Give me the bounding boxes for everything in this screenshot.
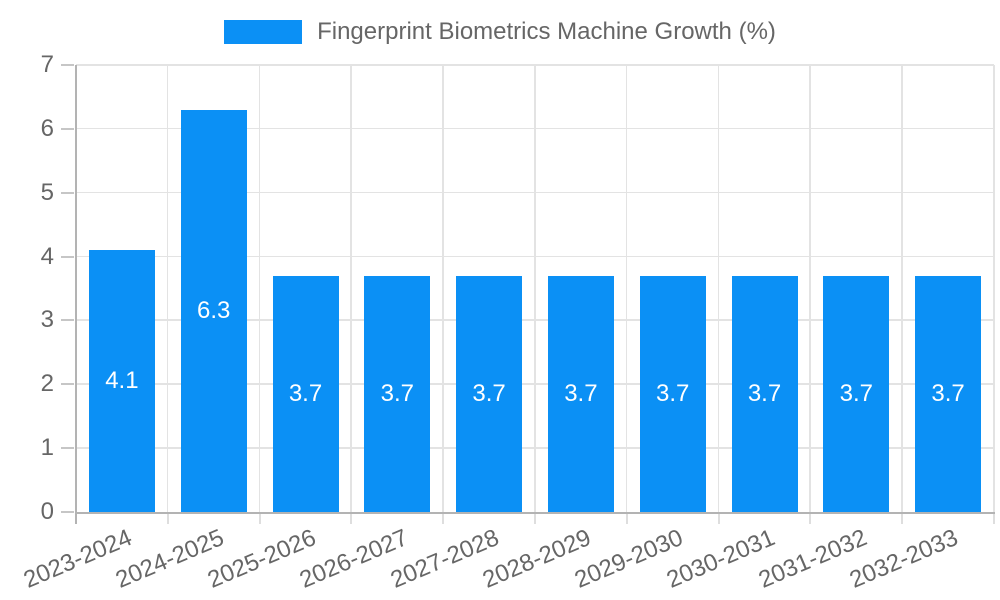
v-gridline [809,65,811,512]
y-tick-label: 2 [40,370,54,398]
x-tick [809,514,812,524]
bar: 3.7 [639,275,706,512]
bar: 3.7 [456,275,523,512]
v-gridline [717,65,720,512]
y-tick [61,127,74,130]
v-gridline [442,65,444,512]
bar: 6.3 [180,109,247,512]
y-tick [61,511,74,513]
y-tick [61,191,74,194]
x-tick [350,514,353,524]
x-tick [717,514,720,524]
bar-value-label: 3.7 [656,379,690,407]
y-tick-label: 1 [40,434,54,462]
bar-value-label: 4.1 [105,367,139,395]
bar-value-label: 6.3 [197,296,231,324]
bar-value-label: 3.7 [747,379,782,407]
chart-legend[interactable]: Fingerprint Biometrics Machine Growth (%… [0,18,1000,46]
bar-value-label: 3.7 [288,379,323,407]
y-tick [61,383,74,386]
v-gridline [166,65,169,512]
v-gridline [258,65,261,512]
y-tick-label: 7 [40,51,54,78]
bar: 3.7 [823,275,890,512]
bar: 4.1 [88,250,155,512]
y-tick [61,64,74,66]
y-tick [61,447,74,450]
y-tick-label: 5 [40,178,54,206]
y-tick-label: 6 [40,114,54,142]
v-gridline [993,65,995,512]
x-tick [993,514,995,524]
y-tick-label: 0 [40,498,54,525]
bar: 3.7 [731,275,798,512]
v-gridline [534,65,536,512]
x-tick [625,514,628,524]
y-tick-label: 4 [40,242,54,270]
bar: 3.7 [915,275,982,512]
x-tick [442,514,445,524]
y-tick-label: 3 [40,306,54,334]
x-axis-line [75,512,995,514]
bar-value-label: 3.7 [472,379,506,407]
bar-value-label: 3.7 [931,379,965,407]
y-tick [61,255,74,258]
v-gridline [625,65,628,512]
x-tick [534,514,536,524]
bar: 3.7 [272,275,339,512]
legend-label: Fingerprint Biometrics Machine Growth (%… [317,18,776,45]
v-gridline [901,65,903,512]
x-tick [166,514,169,524]
y-axis-line [75,65,77,524]
bar: 3.7 [547,275,614,512]
bar-value-label: 3.7 [380,379,414,407]
legend-swatch [224,20,303,44]
h-gridline [76,64,994,66]
bar: 3.7 [364,275,431,512]
bar-value-label: 3.7 [839,379,873,407]
v-gridline [350,65,352,512]
y-tick [61,319,74,322]
bar-value-label: 3.7 [564,379,598,407]
x-tick [901,514,904,524]
x-tick [258,514,261,524]
